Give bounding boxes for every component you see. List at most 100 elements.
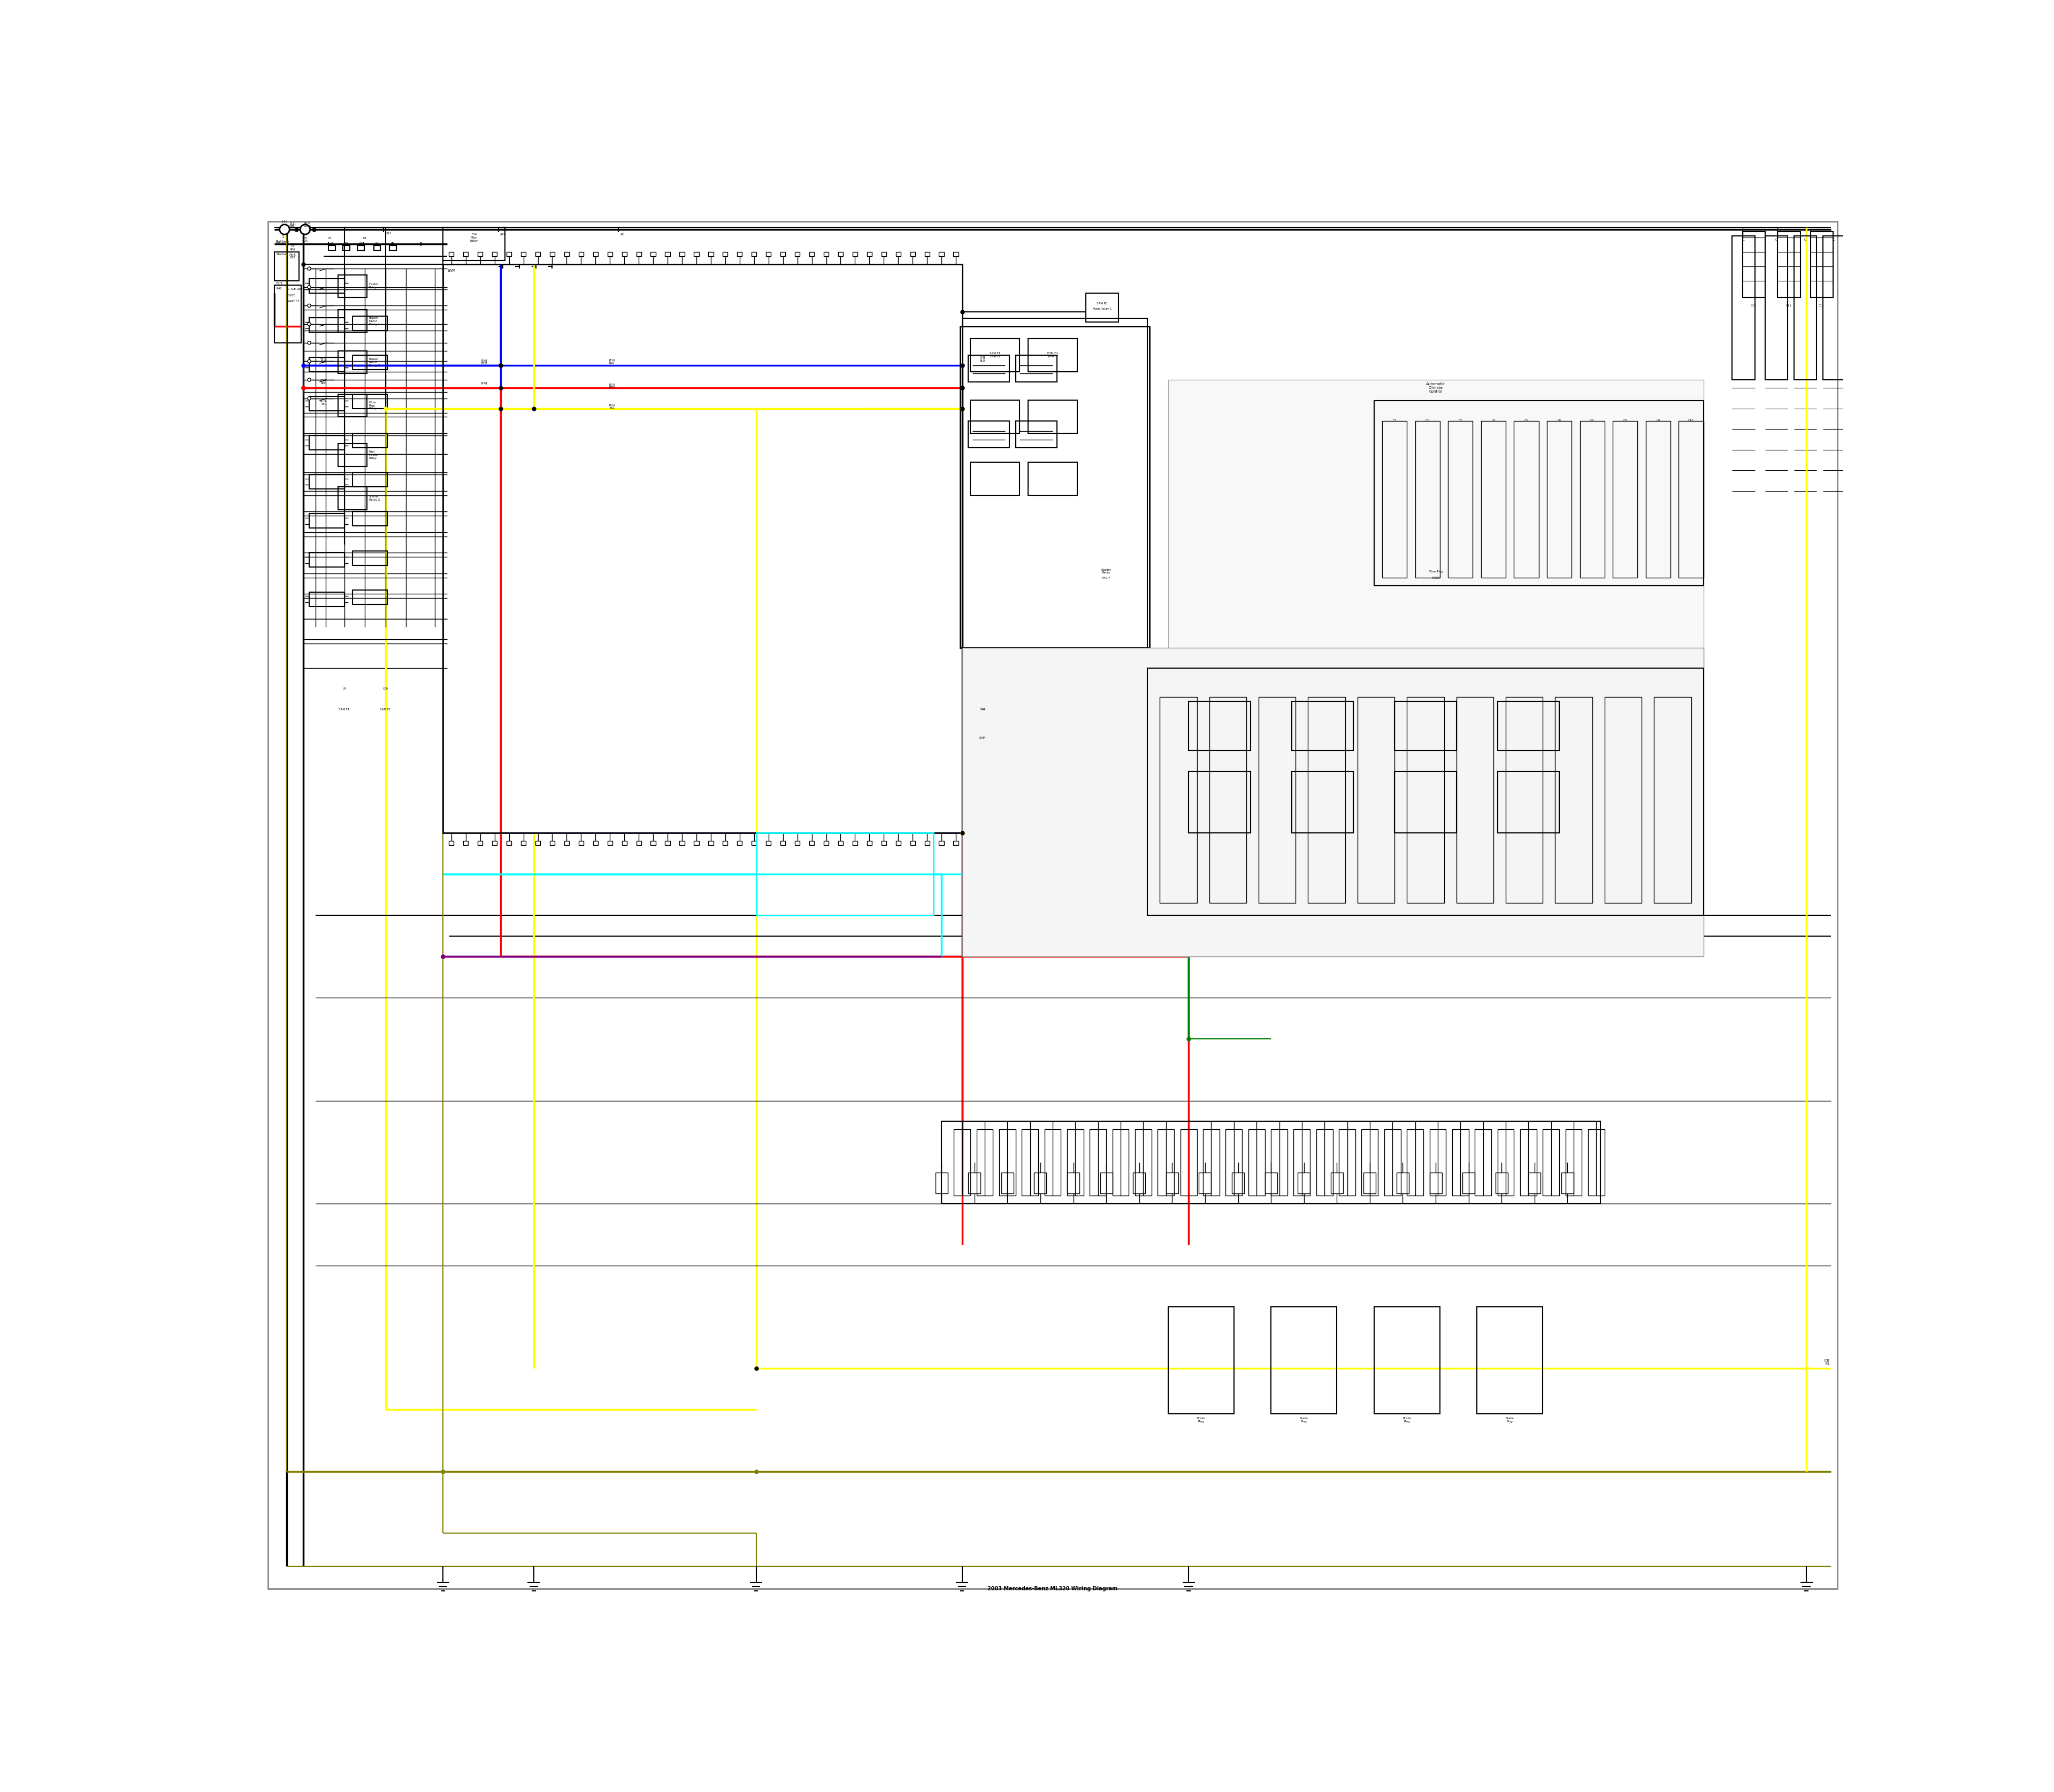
Bar [450,253,454,256]
Bar [1678,421,1703,577]
Bar [1374,400,1703,586]
Bar [1452,1129,1469,1195]
Bar [896,253,902,256]
Bar [353,394,388,409]
Bar [939,840,945,846]
Circle shape [308,323,310,326]
Bar [737,253,741,256]
Bar [867,253,871,256]
Bar [565,840,569,846]
Bar [608,253,612,256]
Circle shape [308,396,310,400]
Text: SAM F1: SAM F1 [339,708,349,711]
Bar [390,246,396,251]
Text: B7/1
BLU: B7/1 BLU [320,357,327,362]
Text: F2: F2 [345,242,347,246]
Text: C-IGE LWF: C-IGE LWF [288,289,302,290]
Bar [1000,1172,1013,1193]
Circle shape [308,305,310,306]
Text: A6-6
X22: A6-6 X22 [290,253,296,260]
Bar [1430,1129,1446,1195]
Text: Starter: Starter [277,253,288,256]
Circle shape [308,360,310,364]
Bar [852,253,857,256]
Bar [680,253,684,256]
Bar [1588,1129,1604,1195]
Text: C10: C10 [1750,305,1756,306]
Bar [838,253,842,256]
Text: R42: R42 [277,287,281,290]
Bar [752,253,756,256]
Bar [852,840,857,846]
Text: L10: L10 [382,688,388,690]
Bar [579,253,583,256]
Bar [1497,1129,1514,1195]
Bar [1068,1172,1080,1193]
Bar [1292,701,1354,751]
Bar [310,591,345,606]
Bar [1407,697,1444,903]
Bar [1134,1172,1146,1193]
Bar [339,394,368,418]
Text: Blower
Motor
Relay 1: Blower Motor Relay 1 [370,317,380,326]
Bar [444,228,505,260]
Bar [781,840,785,846]
Bar [1604,697,1641,903]
Text: Brake
Plug: Brake Plug [1403,1417,1411,1423]
Bar [1033,1172,1045,1193]
Bar [1764,235,1787,380]
Bar [1777,231,1799,297]
Bar [1339,1129,1356,1195]
Bar [1395,771,1456,833]
Bar [1520,1129,1536,1195]
Text: Starter
Relay: Starter Relay [1101,568,1111,573]
Bar [967,421,1009,448]
Bar [1027,400,1078,434]
Text: Glow Plug: Glow Plug [1428,570,1444,573]
Bar [310,514,345,529]
Bar [1547,421,1571,577]
Bar [1015,355,1058,382]
Bar [665,840,670,846]
Text: C5: C5 [1524,419,1528,423]
Bar [709,253,713,256]
Bar [608,840,612,846]
Text: SAM R1: SAM R1 [1097,303,1107,305]
Text: A2: A2 [620,233,624,237]
Text: C12: C12 [1818,305,1824,306]
Text: C4: C4 [1491,419,1495,423]
Text: F4: F4 [376,242,380,246]
Text: A49: A49 [499,233,505,237]
Text: B7/1: B7/1 [481,362,487,364]
Circle shape [308,267,310,271]
Text: [EA]
YEL: [EA] YEL [608,403,614,409]
Text: C11: C11 [1785,305,1791,306]
Bar [651,253,655,256]
Bar [1087,294,1119,323]
Bar [1232,1172,1245,1193]
Text: L9: L9 [343,688,345,690]
Text: 2003 Mercedes-Benz ML320 Wiring Diagram: 2003 Mercedes-Benz ML320 Wiring Diagram [988,1586,1117,1591]
Bar [353,355,388,369]
Text: Brake
Plug: Brake Plug [1506,1417,1514,1423]
Text: SAM F2: SAM F2 [380,708,390,711]
Bar [1189,771,1251,833]
Text: F4: F4 [329,237,331,240]
Bar [353,434,388,448]
Bar [1136,1129,1152,1195]
Bar [824,253,828,256]
Bar [795,253,799,256]
Bar [1430,1172,1442,1193]
Bar [1169,380,1703,668]
Bar [479,840,483,846]
Bar [1732,235,1754,380]
Bar [1653,697,1690,903]
Bar [622,840,626,846]
Text: [E1]: [E1] [290,222,296,224]
Bar [924,840,930,846]
Bar [781,253,785,256]
Bar [756,833,933,916]
Bar [1068,1129,1085,1195]
Text: F4
40A: F4 40A [290,246,296,251]
Bar [353,511,388,527]
